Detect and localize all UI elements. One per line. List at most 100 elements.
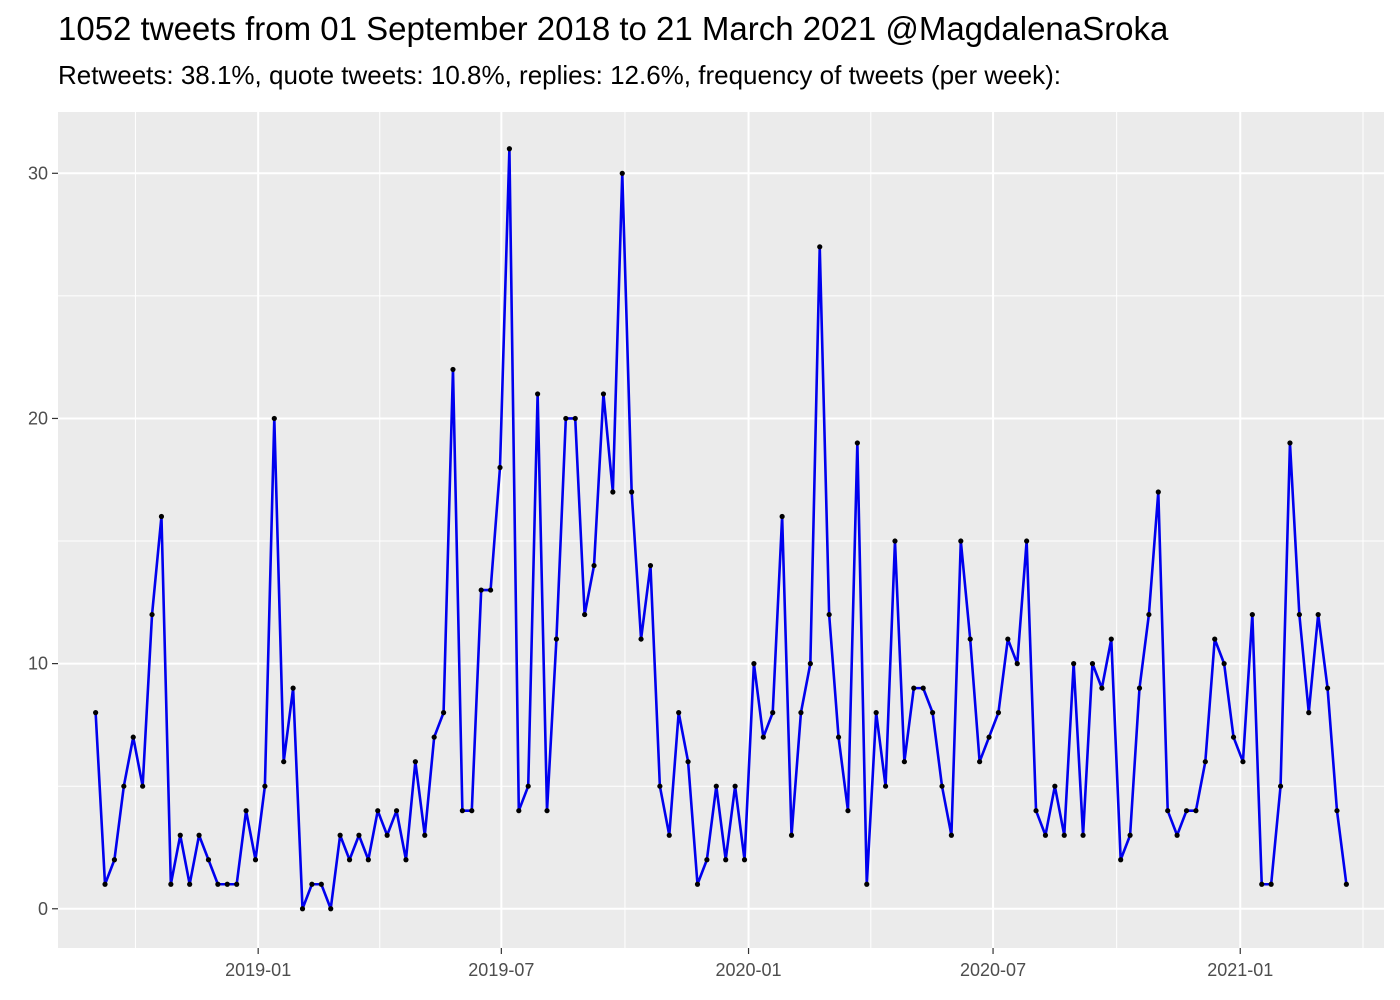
data-point — [506, 146, 513, 152]
data-point — [788, 832, 795, 838]
data-point — [149, 611, 155, 618]
data-point — [911, 685, 917, 691]
data-point — [525, 783, 531, 789]
data-point — [1099, 685, 1105, 691]
chart-subtitle: Retweets: 38.1%, quote tweets: 10.8%, re… — [58, 60, 1061, 90]
data-point — [412, 759, 418, 765]
data-point — [835, 734, 842, 740]
data-point — [365, 857, 371, 863]
data-point — [582, 611, 588, 618]
data-point — [1089, 661, 1096, 667]
data-point — [920, 685, 926, 691]
x-tick-label: 2021-01 — [1207, 960, 1273, 980]
data-point — [535, 391, 541, 397]
data-point — [1306, 710, 1312, 716]
data-point — [205, 857, 212, 863]
data-point — [262, 783, 268, 789]
y-tick-label: 10 — [28, 654, 48, 674]
data-point — [1296, 611, 1302, 618]
data-point — [102, 881, 108, 887]
data-point — [1221, 661, 1227, 667]
data-point — [1155, 489, 1161, 495]
data-point — [958, 538, 964, 544]
data-point — [168, 881, 174, 887]
data-point — [1080, 832, 1086, 838]
data-point — [1343, 881, 1349, 887]
data-point — [1240, 759, 1246, 765]
x-tick-label: 2020-07 — [960, 960, 1026, 980]
data-point — [93, 710, 99, 716]
data-point — [1212, 636, 1218, 642]
data-point — [1174, 832, 1180, 838]
data-point — [1277, 783, 1284, 789]
data-point — [948, 832, 955, 838]
data-point — [309, 881, 315, 887]
data-point — [967, 636, 973, 642]
chart-title: 1052 tweets from 01 September 2018 to 21… — [58, 10, 1169, 47]
data-point — [1324, 685, 1331, 691]
data-point — [121, 783, 127, 789]
y-tick-label: 20 — [28, 408, 48, 428]
x-tick-label: 2020-01 — [716, 960, 782, 980]
data-point — [1033, 808, 1039, 814]
data-point — [1024, 538, 1030, 544]
data-point — [1287, 440, 1293, 446]
data-point — [422, 832, 428, 838]
data-point — [798, 710, 804, 716]
data-point — [770, 710, 776, 716]
data-point — [657, 783, 663, 789]
data-point — [130, 734, 136, 740]
data-point — [882, 783, 889, 789]
data-point — [450, 366, 456, 373]
data-point — [384, 832, 390, 838]
data-point — [1249, 611, 1255, 618]
data-point — [986, 734, 992, 740]
data-point — [111, 857, 118, 863]
data-point — [1052, 783, 1058, 789]
data-point — [704, 857, 710, 863]
data-point — [1042, 832, 1049, 838]
data-point — [544, 808, 550, 814]
data-point — [1108, 636, 1114, 642]
data-point — [1071, 661, 1077, 667]
data-point — [995, 710, 1002, 716]
data-point — [629, 489, 635, 495]
data-point — [346, 857, 353, 863]
data-point — [459, 808, 465, 814]
data-point — [1014, 661, 1020, 667]
data-point — [892, 538, 898, 544]
data-point — [1259, 881, 1265, 887]
data-point — [1165, 808, 1171, 814]
data-point — [1118, 857, 1124, 863]
data-point — [929, 710, 936, 716]
data-point — [1193, 808, 1199, 814]
y-tick-label: 30 — [28, 163, 48, 183]
data-point — [845, 808, 851, 814]
data-point — [140, 783, 146, 789]
data-point — [977, 759, 983, 765]
data-point — [1183, 808, 1190, 814]
data-point — [713, 783, 719, 789]
data-point — [478, 587, 484, 593]
data-point — [779, 513, 785, 520]
data-point — [1315, 611, 1321, 618]
data-point — [685, 759, 691, 765]
data-point — [1127, 832, 1133, 838]
data-point — [1005, 636, 1011, 642]
data-point — [1334, 808, 1340, 814]
data-point — [1202, 759, 1208, 765]
data-point — [469, 808, 475, 814]
data-point — [318, 881, 324, 887]
data-point — [177, 832, 183, 838]
data-point — [572, 415, 578, 422]
data-point — [403, 857, 409, 863]
y-tick-label: 0 — [38, 899, 48, 919]
data-point — [440, 710, 447, 716]
data-point — [666, 832, 672, 838]
data-point — [826, 611, 832, 618]
data-point — [817, 244, 823, 250]
data-point — [553, 636, 560, 642]
data-point — [864, 881, 870, 887]
